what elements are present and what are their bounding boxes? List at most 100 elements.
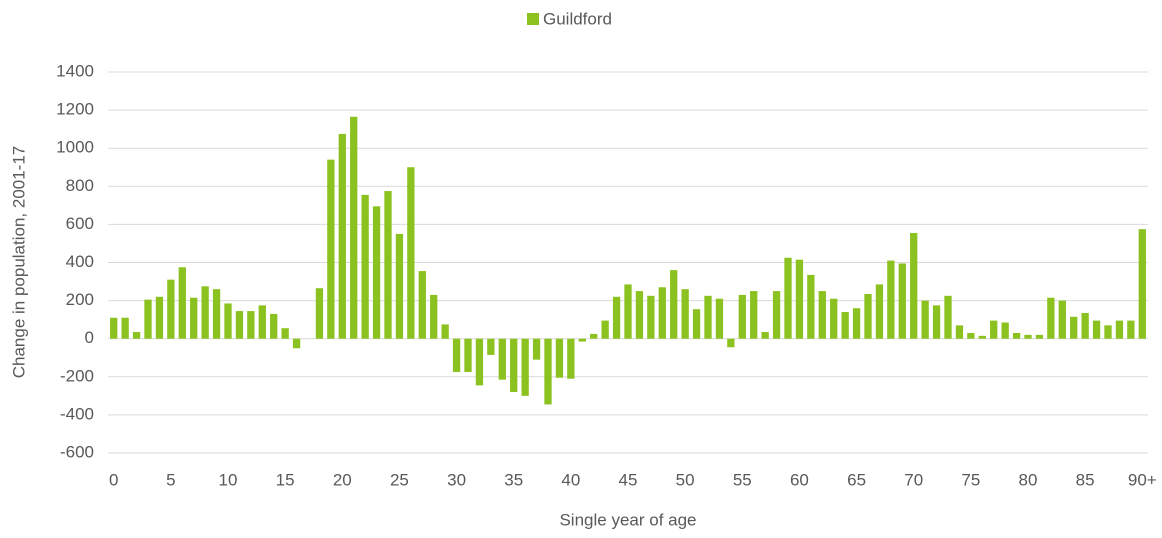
bar (315, 288, 324, 339)
bar (624, 284, 632, 339)
bar (692, 309, 701, 339)
bar (784, 257, 792, 339)
x-tick-label: 55 (733, 470, 752, 489)
x-tick-label: 20 (333, 470, 352, 489)
bar (498, 338, 506, 380)
bar (372, 206, 381, 339)
bar (224, 303, 232, 339)
bar (875, 284, 884, 339)
bar (727, 338, 735, 348)
bar (898, 263, 906, 339)
bar (772, 291, 781, 339)
bar (178, 267, 186, 339)
bar (932, 305, 941, 339)
x-tick-label: 15 (276, 470, 295, 489)
bar (738, 294, 746, 339)
x-tick-label: 65 (847, 470, 866, 489)
bar (1081, 312, 1089, 339)
bar (464, 338, 472, 373)
x-tick-label: 30 (447, 470, 466, 489)
bar (1127, 320, 1135, 339)
bar (418, 271, 426, 339)
x-tick-label: 60 (790, 470, 809, 489)
y-tick-label: 600 (66, 214, 94, 233)
bar (247, 311, 255, 339)
bar (921, 300, 929, 339)
bar (852, 308, 861, 339)
legend-label: Guildford (543, 9, 612, 28)
y-tick-label: 1400 (56, 61, 94, 80)
x-tick-label: 5 (166, 470, 175, 489)
bar (487, 338, 495, 355)
bar (978, 335, 986, 339)
x-tick-label: 0 (109, 470, 118, 489)
bar (384, 191, 392, 339)
bar (910, 232, 918, 339)
y-tick-label: -600 (60, 442, 94, 461)
x-tick-label: 70 (904, 470, 923, 489)
bar (144, 299, 152, 339)
bar (1104, 325, 1112, 339)
bar (807, 274, 815, 339)
bar (441, 324, 449, 339)
x-tick-label: 50 (676, 470, 695, 489)
bar (555, 338, 564, 378)
bar (201, 286, 209, 339)
x-tick-label: 45 (619, 470, 638, 489)
bar (510, 338, 518, 393)
bar (955, 325, 964, 339)
y-tick-label: 1200 (56, 100, 94, 119)
bar (155, 296, 164, 339)
bar (887, 260, 895, 339)
bar (132, 332, 141, 339)
y-tick-label: 1000 (56, 138, 94, 157)
bar (681, 289, 689, 339)
bar (670, 270, 678, 339)
bar (635, 291, 644, 339)
bar (281, 328, 289, 339)
bar (167, 279, 175, 339)
bar (407, 167, 415, 339)
bar (235, 311, 244, 339)
bar (121, 317, 129, 339)
bar (567, 338, 575, 379)
x-tick-label: 85 (1076, 470, 1095, 489)
bar (361, 194, 369, 339)
bar (601, 320, 609, 339)
bar (944, 295, 952, 339)
bar (967, 332, 975, 339)
bar (1058, 300, 1066, 339)
x-tick-label: 10 (219, 470, 238, 489)
bar (1012, 332, 1021, 339)
bar (864, 293, 872, 339)
bar (795, 259, 804, 339)
y-tick-label: 800 (66, 176, 94, 195)
bar (521, 338, 529, 396)
bar (990, 320, 998, 339)
y-tick-label: -200 (60, 366, 94, 385)
bar (452, 338, 461, 373)
bar (841, 312, 849, 339)
bar (715, 298, 724, 339)
x-tick-label: 90+ (1128, 470, 1157, 489)
bar (292, 338, 301, 349)
bar (270, 313, 278, 339)
bar (327, 159, 335, 339)
bar (1070, 316, 1078, 339)
bar (1035, 334, 1044, 339)
bar (212, 289, 221, 339)
x-tick-label: 40 (561, 470, 580, 489)
bar (1024, 334, 1032, 339)
y-axis-title: Change in population, 2001-17 (9, 146, 28, 379)
bar (1092, 320, 1101, 339)
bar (750, 291, 758, 339)
bar (704, 295, 712, 339)
x-tick-label: 80 (1019, 470, 1038, 489)
bar (190, 297, 198, 339)
y-tick-label: -400 (60, 404, 94, 423)
x-tick-label: 25 (390, 470, 409, 489)
x-tick-label: 75 (961, 470, 980, 489)
bar (338, 133, 346, 339)
bar (818, 291, 826, 339)
